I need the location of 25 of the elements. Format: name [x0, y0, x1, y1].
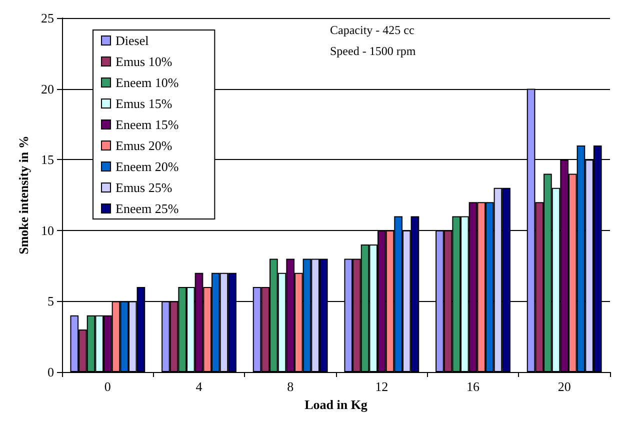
legend-label: Diesel: [116, 33, 150, 48]
legend-label: Emus 20%: [116, 138, 172, 153]
y-tick-label: 5: [48, 294, 54, 309]
y-axis-title: Smoke intensity in %: [16, 136, 32, 254]
legend-label: Emus 15%: [116, 96, 172, 111]
x-tick-label: 20: [558, 379, 571, 394]
y-tick-label: 20: [41, 81, 54, 96]
legend-label: Eneem 25%: [116, 201, 179, 216]
y-tick-label: 10: [41, 222, 54, 238]
x-axis-title: Load in Kg: [304, 396, 368, 412]
legend-label: Eneem 15%: [116, 117, 179, 132]
legend-label: Emus 25%: [116, 180, 172, 195]
x-tick-label: 12: [375, 379, 388, 394]
annotation: Speed - 1500 rpm: [330, 44, 416, 58]
legend-label: Eneem 20%: [116, 159, 179, 174]
x-tick-label: 8: [287, 379, 294, 394]
x-tick-label: 0: [104, 379, 111, 394]
legend-label: Eneem 10%: [116, 75, 179, 90]
y-tick-label: 25: [41, 10, 54, 26]
legend-label: Emus 10%: [116, 54, 172, 69]
y-tick-label: 15: [41, 152, 54, 168]
annotation: Capacity - 425 cc: [330, 23, 414, 37]
x-tick-label: 4: [196, 379, 203, 394]
y-tick-label: 0: [48, 364, 54, 380]
x-tick-label: 16: [466, 379, 480, 394]
